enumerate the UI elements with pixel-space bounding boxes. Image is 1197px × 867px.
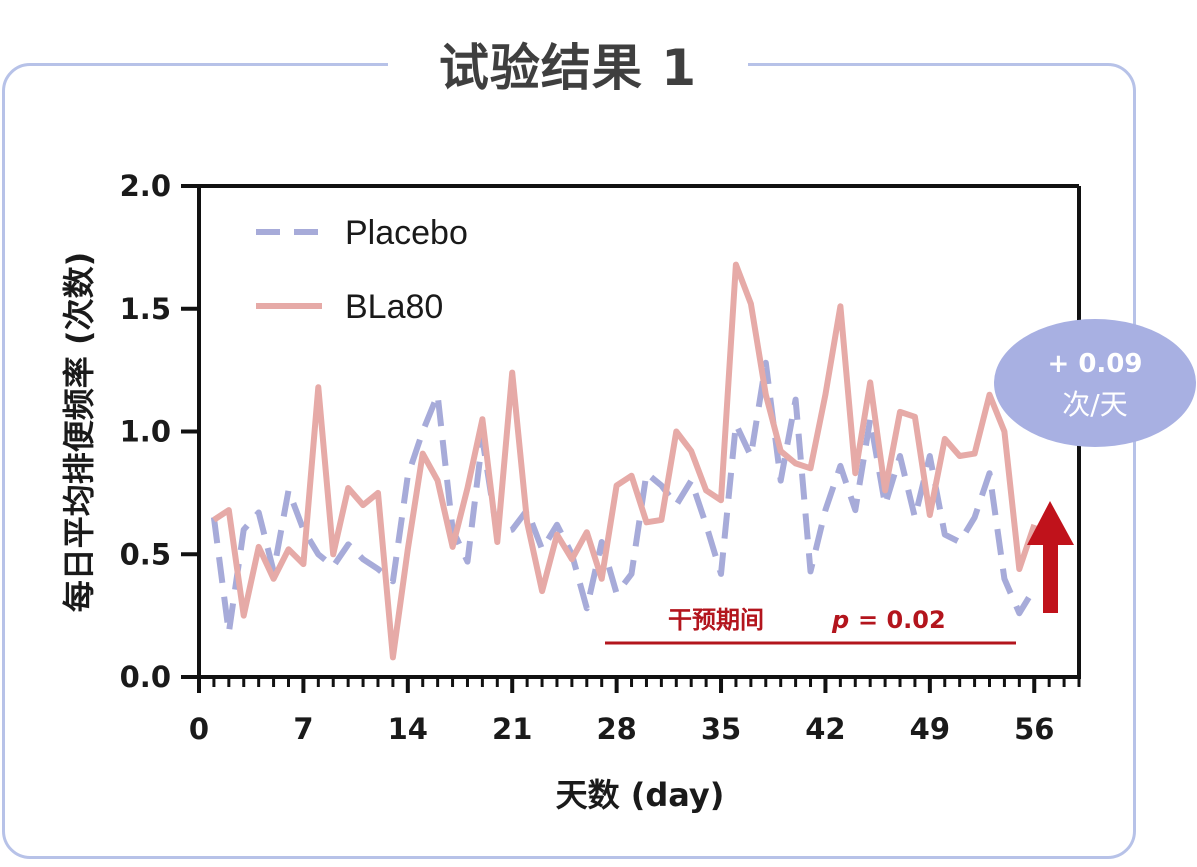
legend-label-placebo: Placebo: [345, 214, 468, 252]
y-tick-label: 2.0: [120, 169, 171, 203]
x-axis-label: 天数 (day): [556, 776, 725, 814]
x-tick-label: 49: [910, 712, 950, 746]
y-tick-label: 1.0: [120, 415, 171, 449]
x-tick-label: 28: [596, 712, 636, 746]
effect-bubble: [994, 319, 1196, 447]
series-line-bla80: [212, 261, 1038, 661]
y-tick-label: 0.0: [120, 660, 171, 694]
up-arrow-icon: [1027, 501, 1074, 545]
p-value: = 0.02: [858, 606, 946, 634]
p-label: p: [831, 606, 849, 634]
y-tick-label: 1.5: [120, 292, 171, 326]
arrow-shaft: [1043, 543, 1058, 613]
x-tick-label: 42: [805, 712, 845, 746]
title-wrap: 试验结果 1: [388, 22, 748, 106]
y-axis-label: 每日平均排便频率 (次数): [60, 252, 98, 612]
x-tick-label: 14: [388, 712, 428, 746]
y-tick-label: 0.5: [120, 537, 171, 571]
intervention-label: 干预期间: [668, 606, 764, 634]
legend-label-bla80: BLa80: [345, 288, 443, 326]
x-tick-label: 21: [492, 712, 532, 746]
x-tick-label: 56: [1014, 712, 1054, 746]
x-tick-label: 0: [189, 712, 209, 746]
x-tick-label: 35: [701, 712, 741, 746]
effect-value: + 0.09: [1048, 349, 1143, 379]
series-line-placebo: [210, 359, 1037, 636]
page-title: 试验结果 1: [438, 39, 698, 97]
effect-unit: 次/天: [1062, 388, 1127, 421]
x-tick-label: 7: [293, 712, 313, 746]
